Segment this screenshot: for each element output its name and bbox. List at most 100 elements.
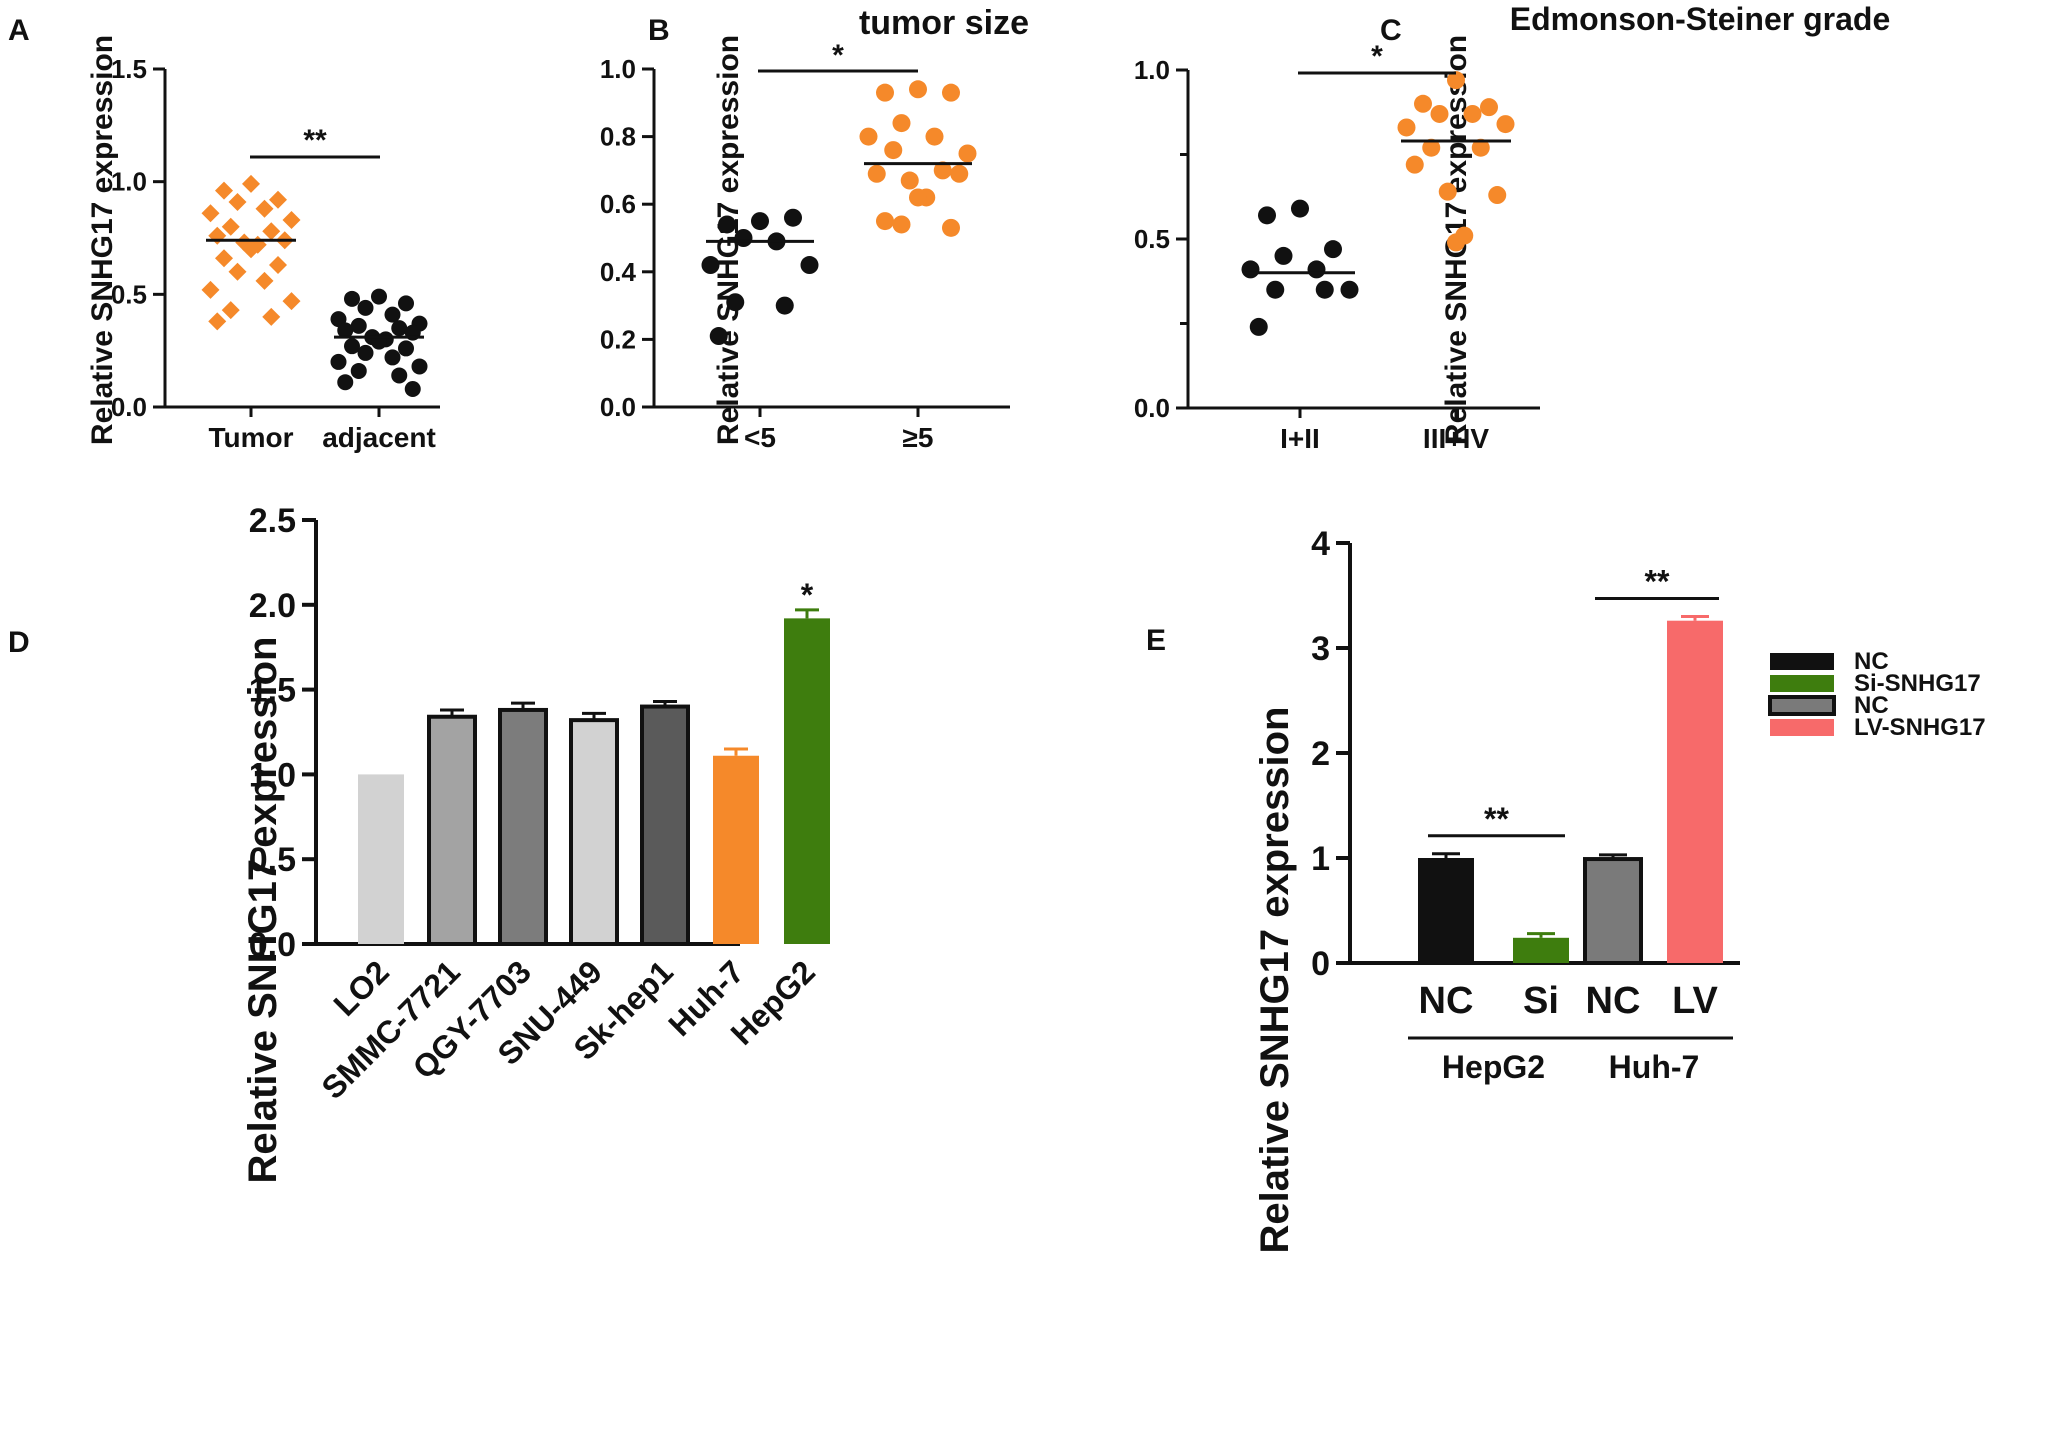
data-point — [242, 174, 260, 193]
legend-swatch — [1770, 719, 1834, 736]
panel-a: A Relative SNHG17 expression 0.0 0.5 1.0 1.… — [8, 14, 440, 453]
legend-label: Si-SNHG17 — [1854, 670, 1981, 697]
y-tick-label: 0.0 — [249, 926, 296, 964]
data-point — [1422, 138, 1441, 157]
y-tick-label: 0.6 — [600, 189, 636, 219]
data-point — [925, 127, 944, 146]
y-tick-label: 1 — [1311, 840, 1330, 878]
data-point — [269, 190, 287, 209]
panel-e: E Relative SNHG17 expression 0 1 2 3 4 NC Si NC… — [1146, 525, 1986, 1253]
data-point — [384, 306, 401, 323]
y-tick-label: 0.0 — [1134, 393, 1170, 423]
data-point — [391, 367, 408, 384]
data-point — [330, 353, 347, 370]
y-tick-label: 1.0 — [111, 167, 147, 197]
data-point — [404, 380, 421, 397]
x-tick-label: Tumor — [208, 422, 293, 453]
data-point — [775, 296, 794, 315]
bar — [1583, 857, 1643, 965]
y-tick-label: 0.2 — [600, 324, 636, 354]
data-point — [221, 217, 240, 236]
data-point — [221, 301, 240, 320]
chart-title-b: tumor size — [859, 4, 1029, 42]
data-point — [1405, 155, 1424, 174]
data-point — [718, 215, 736, 234]
data-point — [350, 317, 367, 334]
y-tick-label: 1.0 — [249, 756, 296, 794]
bar — [358, 774, 404, 944]
y-tick-label: 2.0 — [249, 587, 296, 625]
legend-label: NC — [1854, 648, 1889, 675]
data-point — [1266, 280, 1285, 299]
data-point — [255, 199, 274, 218]
significance-label: * — [832, 39, 844, 72]
data-point — [1291, 199, 1309, 218]
panel-b: B tumor size Relative SNHG17 expression … — [600, 4, 1029, 453]
data-point — [942, 218, 960, 237]
y-tick-label: 1.5 — [249, 672, 296, 710]
data-point — [800, 256, 819, 275]
data-point — [269, 256, 287, 275]
y-tick-label: 0.0 — [111, 392, 147, 422]
data-point — [1274, 246, 1293, 265]
data-point — [867, 164, 886, 183]
bar — [427, 714, 477, 947]
x-tick-label: III+IV — [1423, 423, 1489, 454]
data-point — [933, 161, 952, 180]
data-point — [734, 229, 753, 247]
data-point — [391, 320, 408, 337]
data-point — [950, 164, 969, 183]
data-point — [201, 280, 220, 299]
data-point — [398, 340, 414, 357]
data-point — [337, 374, 354, 391]
data-point — [384, 349, 401, 366]
data-point — [1430, 104, 1449, 123]
data-point — [337, 322, 354, 339]
data-point — [751, 212, 769, 231]
data-point — [282, 210, 301, 229]
bar — [640, 704, 690, 946]
data-point — [909, 188, 927, 207]
legend-swatch — [1770, 675, 1834, 692]
panel-c: C Edmonson-Steiner grade Relative SNHG17… — [1134, 1, 1890, 454]
bar — [498, 707, 548, 947]
data-point — [242, 240, 260, 259]
significance-label: ** — [303, 124, 327, 157]
y-tick-label: 1.0 — [1134, 55, 1170, 85]
y-tick-label: 4 — [1311, 525, 1330, 563]
data-point — [255, 271, 274, 290]
data-point — [1258, 206, 1276, 225]
data-point — [1488, 186, 1507, 205]
data-point — [876, 83, 894, 102]
data-point — [357, 344, 374, 361]
data-point — [1241, 260, 1260, 279]
bar — [1667, 620, 1723, 963]
bar — [713, 755, 759, 944]
data-point — [701, 256, 720, 275]
data-point — [357, 299, 374, 316]
data-point — [784, 208, 802, 227]
y-tick-label: 2.5 — [249, 502, 296, 540]
data-point — [398, 295, 414, 312]
data-point — [1471, 138, 1490, 157]
panel-label-c: C — [1380, 14, 1402, 47]
y-tick-label: 3 — [1311, 630, 1330, 668]
data-point — [1496, 115, 1515, 134]
panel-label-d: D — [8, 626, 30, 659]
data-point — [208, 226, 227, 245]
data-point — [411, 358, 428, 375]
data-point — [228, 262, 247, 281]
data-point — [1463, 104, 1482, 123]
legend-label: NC — [1854, 692, 1889, 719]
x-tick-label: adjacent — [322, 422, 436, 453]
group-label: HepG2 — [1442, 1049, 1545, 1085]
data-point — [1307, 260, 1326, 279]
data-point — [1438, 182, 1457, 201]
data-point — [892, 215, 911, 234]
chart-title-c: Edmonson-Steiner grade — [1510, 1, 1891, 37]
significance-label: * — [1371, 40, 1383, 73]
y-axis-label-a: Relative SNHG17 expression — [86, 35, 119, 445]
data-point — [876, 212, 894, 231]
x-tick-label: NC — [1586, 980, 1641, 1022]
